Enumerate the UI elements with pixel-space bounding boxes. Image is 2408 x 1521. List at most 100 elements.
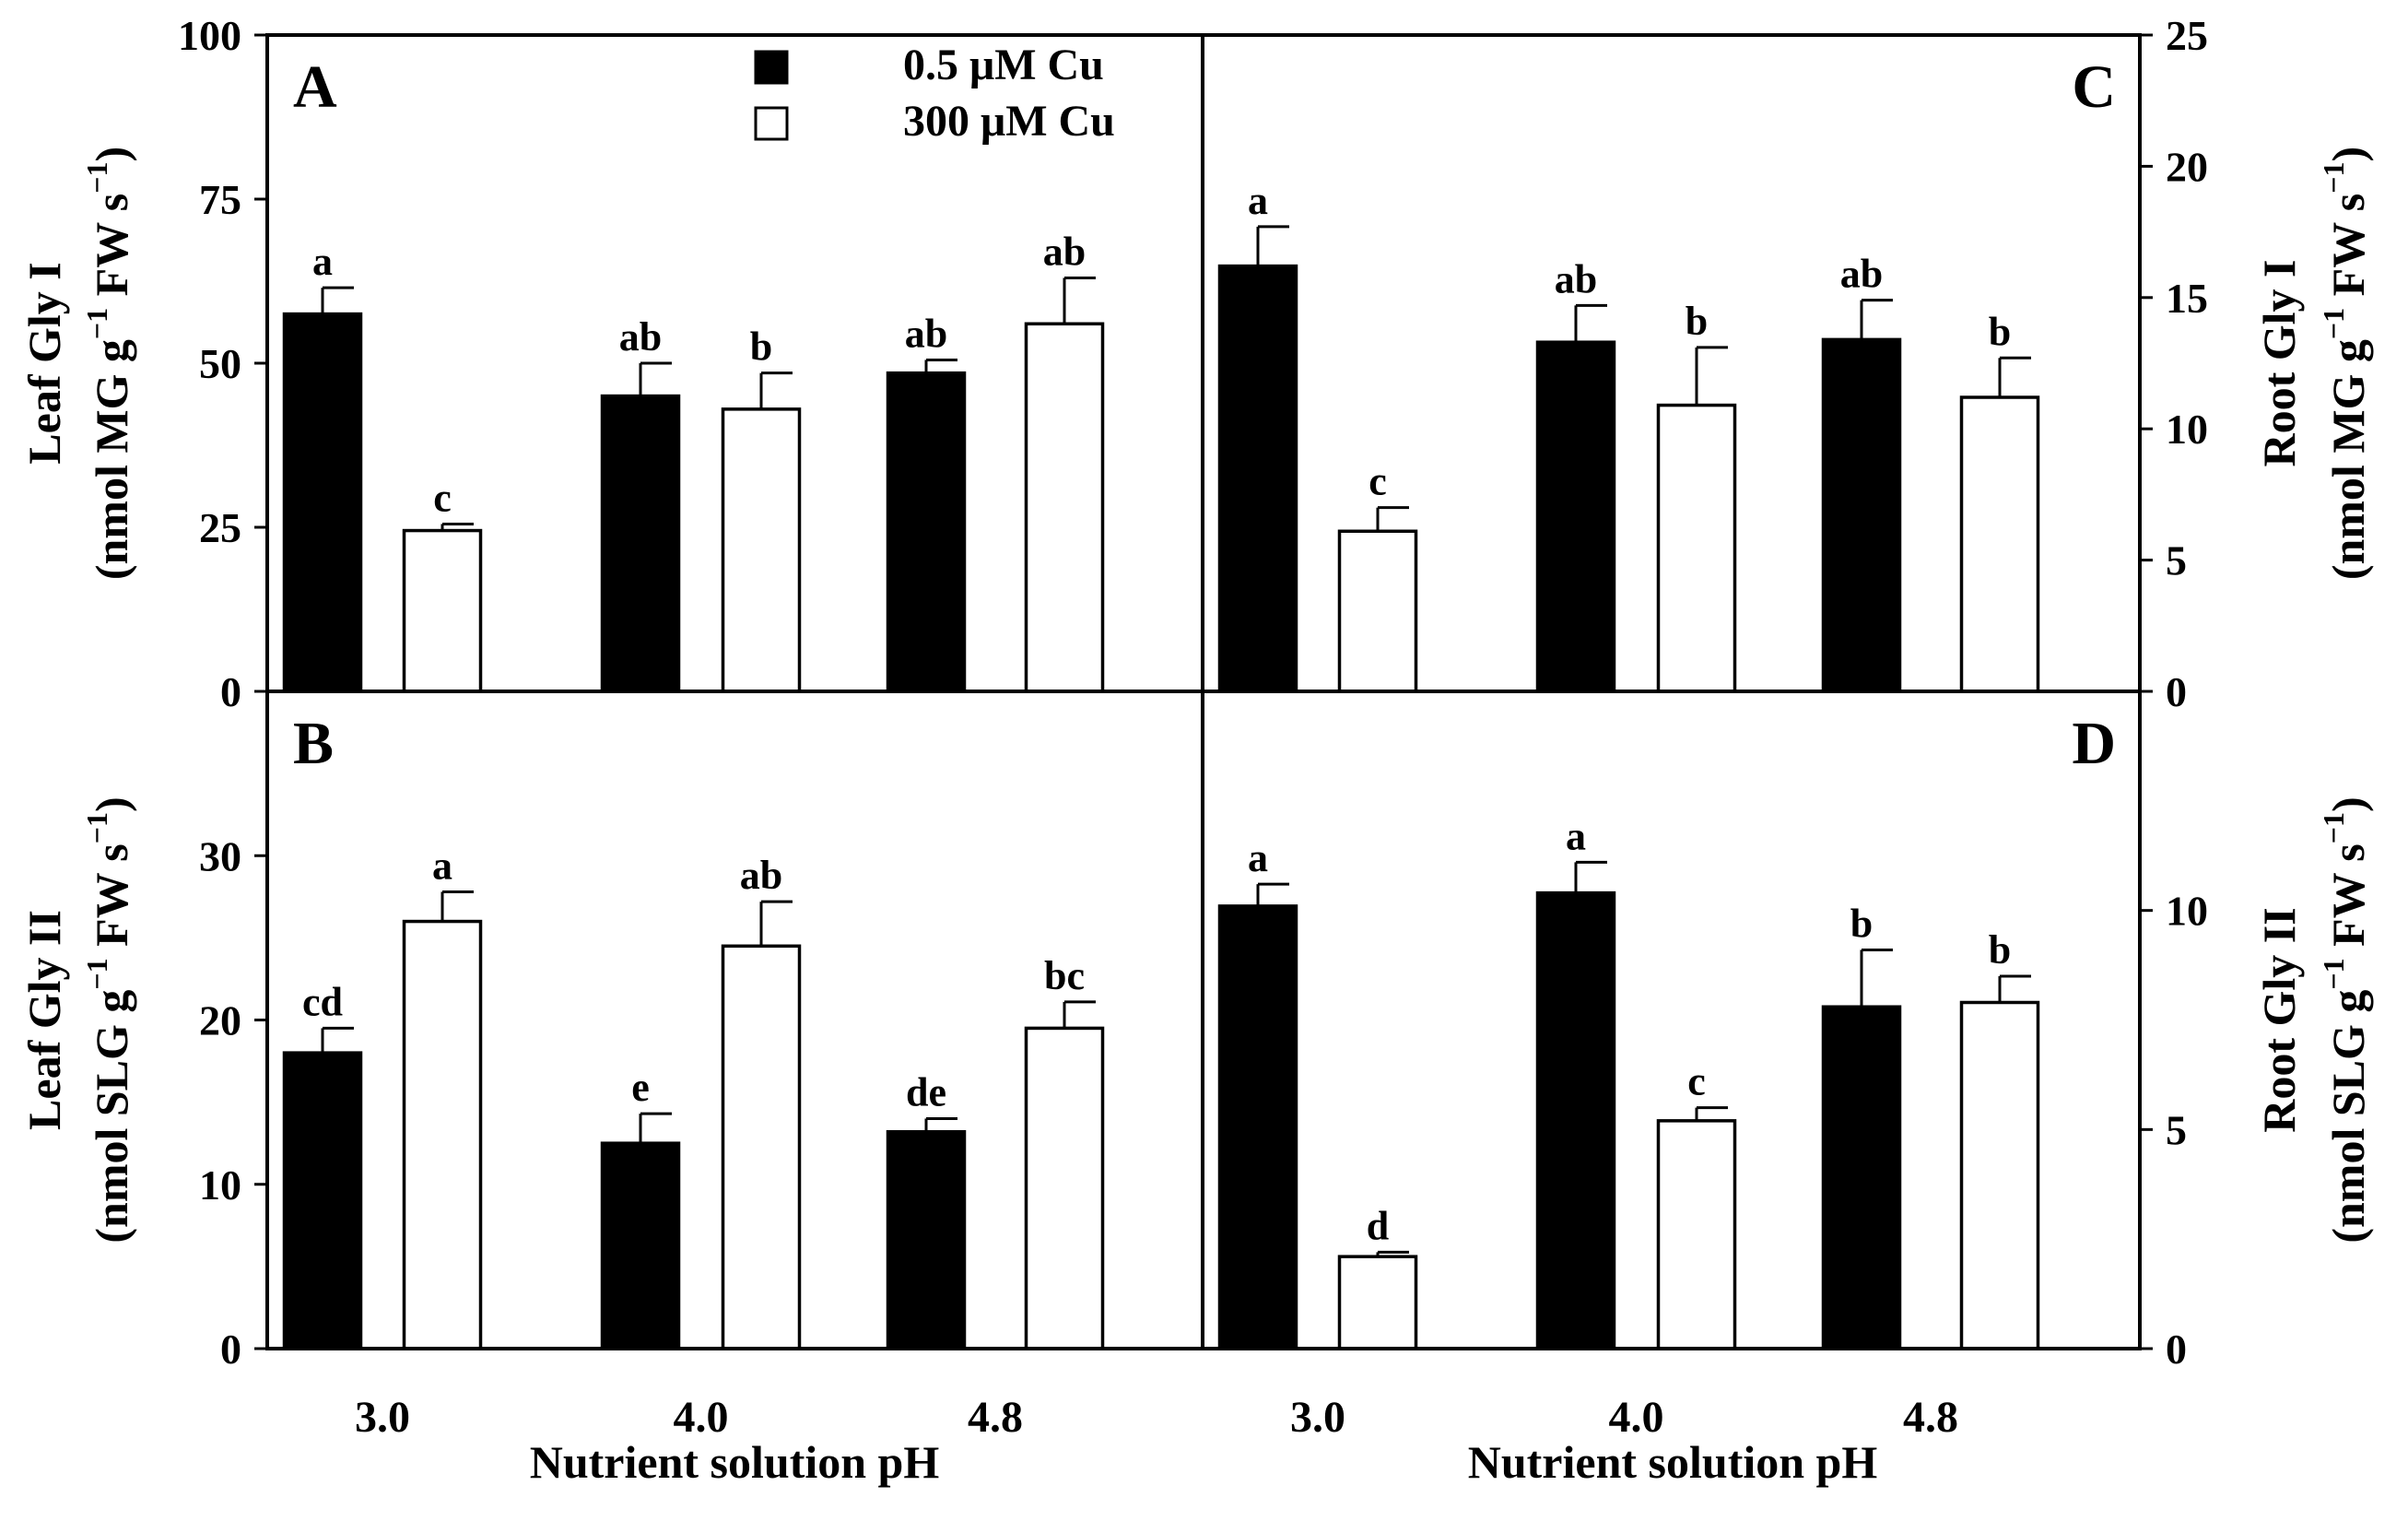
bar: [1337, 529, 1418, 693]
bar: [402, 528, 483, 693]
x-axis-titles: Nutrient solution pH Nutrient solution p…: [530, 1436, 1878, 1488]
unit-text: ): [2322, 147, 2374, 162]
significance-letter: ab: [1043, 229, 1086, 274]
bar: [721, 944, 802, 1350]
y-tick-label: 10: [199, 1161, 241, 1209]
significance-letter: a: [312, 239, 333, 284]
unit-superscript: −1: [2317, 308, 2350, 339]
bar: [1024, 322, 1105, 693]
unit-superscript: −1: [2317, 812, 2350, 843]
bar: [1959, 395, 2040, 693]
significance-letter: de: [906, 1069, 946, 1114]
significance-letter: ab: [1555, 256, 1597, 301]
bar: [1217, 904, 1298, 1350]
y-axis-title: Leaf Gly II: [18, 910, 70, 1130]
significance-letter: cd: [302, 979, 343, 1024]
unit-text: FW s: [2322, 194, 2374, 308]
y-axis-title: Root Gly I: [2253, 260, 2305, 467]
bar: [1535, 890, 1616, 1350]
significance-letter: c: [1368, 459, 1387, 504]
y-tick-label: 30: [199, 832, 241, 879]
y-axis-title: Leaf Gly I: [18, 262, 70, 464]
y-tick-label: 50: [199, 340, 241, 387]
significance-letter: b: [1989, 927, 2011, 973]
unit-superscript: −1: [80, 308, 113, 339]
y-tick-label: 20: [199, 997, 241, 1044]
panel-letter: A: [293, 53, 337, 121]
unit-text: (nmol MG g: [86, 339, 137, 580]
unit-superscript: −1: [2317, 161, 2350, 193]
significance-letter: b: [1989, 309, 2011, 354]
y-axis-title-units: (nmol MG g−1 FW s−1): [2317, 147, 2374, 580]
significance-letter: b: [1850, 901, 1873, 946]
y-axis-title-units: (nmol SLG g−1 FW s−1): [80, 796, 137, 1243]
y-tick-label: 20: [2166, 143, 2208, 190]
y-tick-label: 0: [2166, 1326, 2187, 1373]
significance-letter: a: [1248, 178, 1268, 223]
unit-text: FW s: [2322, 843, 2374, 958]
bar: [282, 312, 363, 693]
significance-letter: ab: [1840, 252, 1883, 297]
y-tick-label: 100: [178, 12, 241, 59]
x-tick-label: 4.0: [1609, 1393, 1664, 1442]
y-axis-title-units: (nmol SLG g−1 FW s−1): [2317, 796, 2374, 1243]
figure-frame: [265, 33, 2142, 1350]
significance-letter: bc: [1044, 953, 1085, 998]
significance-letter: c: [433, 475, 452, 520]
y-tick-label: 5: [2166, 537, 2187, 584]
x-tick-label: 4.8: [968, 1393, 1023, 1442]
bar: [886, 371, 967, 693]
x-tick-label: 3.0: [1290, 1393, 1345, 1442]
y-tick-label: 10: [2166, 888, 2208, 935]
bar: [721, 407, 802, 693]
panel-letter: C: [2072, 53, 2116, 121]
legend-swatch: [754, 106, 789, 141]
panel-letter: D: [2072, 710, 2116, 777]
legend-label: 300 μM Cu: [903, 97, 1115, 146]
bar: [1656, 1119, 1737, 1350]
bar: [600, 394, 681, 693]
significance-letter: ab: [740, 853, 782, 898]
significance-letter: a: [1566, 813, 1586, 858]
bar: [1821, 1005, 1902, 1350]
y-tick-label: 25: [199, 504, 241, 551]
bar: [1217, 264, 1298, 693]
unit-superscript: −1: [80, 812, 113, 843]
x-tick-label: 4.8: [1903, 1393, 1958, 1442]
y-tick-label: 5: [2166, 1106, 2187, 1153]
significance-letter: ab: [905, 311, 947, 356]
bar: [1535, 340, 1616, 693]
unit-superscript: −1: [2317, 958, 2350, 989]
significance-letter: b: [1686, 299, 1708, 344]
x-tick-label: 3.0: [355, 1393, 410, 1442]
bar: [1821, 337, 1902, 693]
unit-text: ): [86, 147, 137, 162]
significance-letter: c: [1687, 1059, 1706, 1104]
significance-letter: b: [750, 324, 772, 370]
y-tick-label: 0: [2166, 668, 2187, 715]
x-axis-title-right: Nutrient solution pH: [1468, 1436, 1878, 1488]
bar: [402, 919, 483, 1350]
unit-text: (nmol SLG g: [2322, 990, 2374, 1244]
significance-letter: a: [432, 843, 452, 888]
bar: [1337, 1255, 1418, 1350]
significance-letter: a: [1248, 835, 1268, 880]
legend-label: 0.5 μM Cu: [903, 41, 1104, 89]
legend: 0.5 μM Cu 300 μM Cu: [754, 41, 1115, 146]
bar: [282, 1051, 363, 1350]
bar: [1656, 403, 1737, 693]
bar: [1024, 1026, 1105, 1350]
bar: [886, 1129, 967, 1350]
unit-text: (nmol SLG g: [86, 990, 137, 1244]
x-axis-title-left: Nutrient solution pH: [530, 1436, 940, 1488]
panel-letter: B: [293, 710, 334, 777]
significance-letter: d: [1367, 1203, 1389, 1248]
unit-text: ): [2322, 796, 2374, 812]
significance-letter: ab: [619, 314, 662, 360]
legend-swatch: [754, 50, 789, 85]
unit-superscript: −1: [80, 958, 113, 989]
